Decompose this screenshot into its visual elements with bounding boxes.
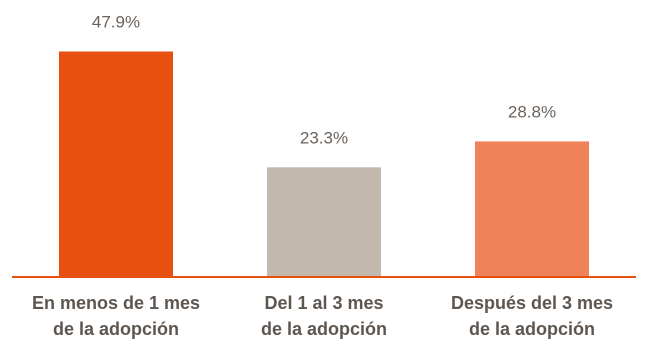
category-label-3-line-1: Después del 3 mes bbox=[451, 293, 613, 313]
category-label-2-line-2: de la adopción bbox=[261, 319, 387, 339]
bar-3 bbox=[475, 141, 589, 277]
bar-1 bbox=[59, 51, 173, 277]
value-label-3: 28.8% bbox=[508, 102, 556, 121]
category-label-3: Después del 3 mes de la adopción bbox=[451, 293, 613, 339]
value-label-1: 47.9% bbox=[92, 13, 140, 32]
category-label-1-line-2: de la adopción bbox=[53, 319, 179, 339]
value-labels-group: 47.9% 23.3% 28.8% bbox=[92, 13, 556, 148]
bars-group bbox=[59, 51, 589, 277]
value-label-2: 23.3% bbox=[300, 128, 348, 147]
category-label-1: En menos de 1 mes de la adopción bbox=[32, 293, 200, 339]
category-label-2: Del 1 al 3 mes de la adopción bbox=[261, 293, 387, 339]
category-label-1-line-1: En menos de 1 mes bbox=[32, 293, 200, 313]
category-label-3-line-2: de la adopción bbox=[469, 319, 595, 339]
category-label-2-line-1: Del 1 al 3 mes bbox=[264, 293, 383, 313]
bar-2 bbox=[267, 167, 381, 277]
